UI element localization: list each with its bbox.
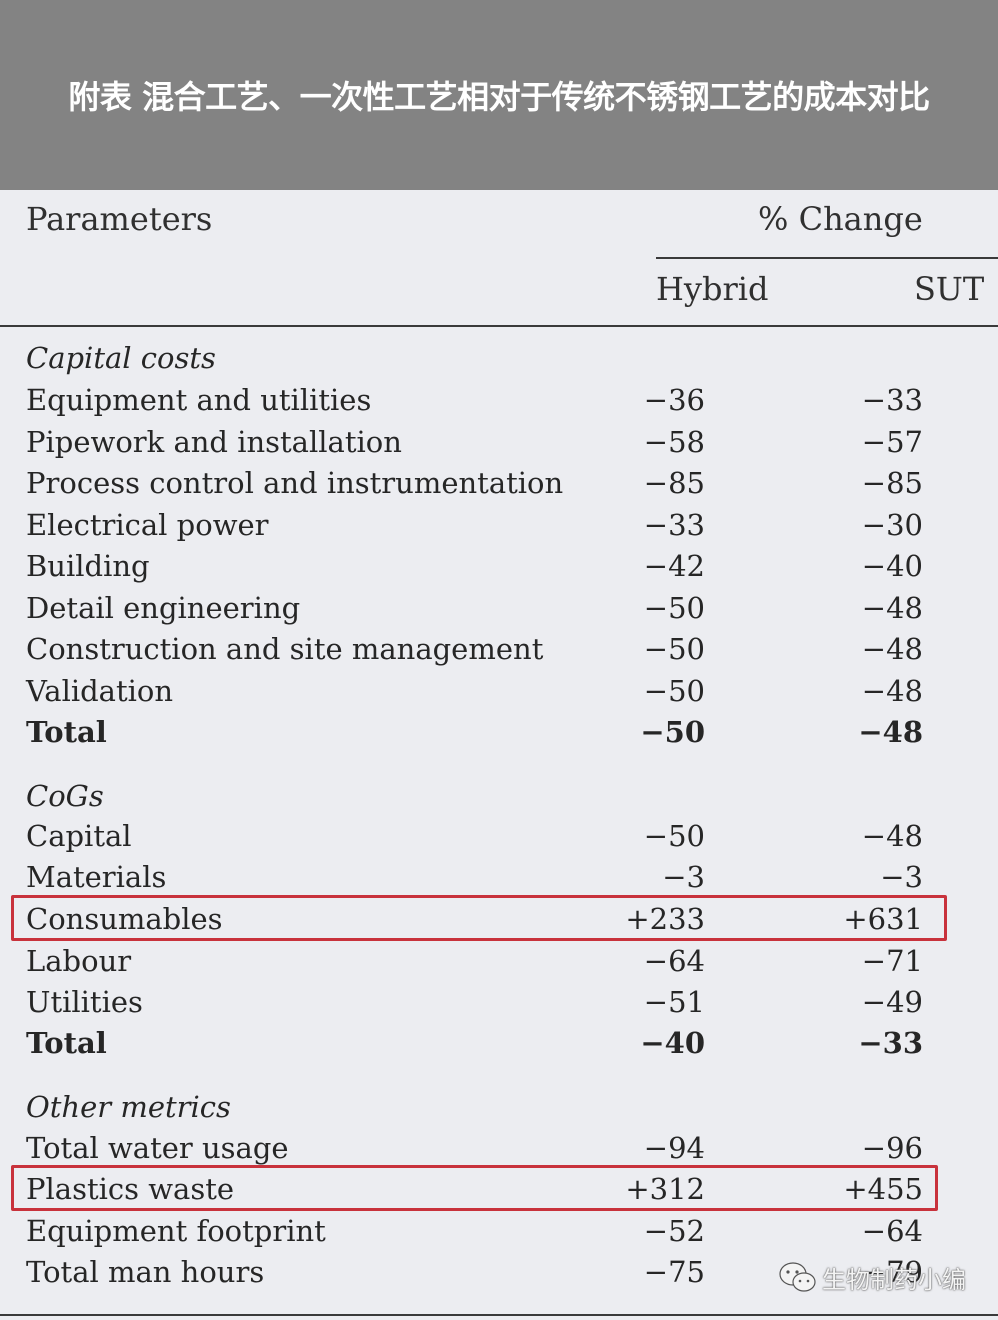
sut-value: −71 — [861, 944, 923, 978]
hybrid-value: −40 — [640, 1026, 705, 1060]
header-hybrid: Hybrid — [656, 270, 769, 308]
hybrid-value: −64 — [643, 944, 705, 978]
hybrid-value: −36 — [643, 383, 705, 417]
row-label: Equipment and utilities — [26, 383, 372, 417]
sut-value: −3 — [880, 860, 923, 894]
sut-value: −48 — [861, 819, 923, 853]
table-bottom-rule — [0, 1314, 998, 1316]
table-row: Validation −50 −48 — [0, 671, 998, 711]
watermark-text: 生物制药小编 — [822, 1266, 966, 1294]
title-banner: 附表 混合工艺、一次性工艺相对于传统不锈钢工艺的成本对比 — [0, 0, 998, 190]
sut-value: −48 — [858, 715, 923, 749]
table-row: Process control and instrumentation −85 −8… — [0, 463, 998, 503]
sut-value: −49 — [861, 985, 923, 1019]
section-heading: CoGs — [0, 776, 998, 816]
sut-value: −48 — [861, 591, 923, 625]
hybrid-value: −52 — [643, 1214, 705, 1248]
row-label: Building — [26, 549, 150, 583]
table-row: Total man hours −75 −79 — [0, 1252, 998, 1292]
hybrid-value: −75 — [643, 1255, 705, 1289]
hybrid-value: −3 — [662, 860, 705, 894]
table-row: Construction and site management −50 −48 — [0, 629, 998, 669]
row-label: Construction and site management — [26, 632, 544, 666]
sut-value: −48 — [861, 674, 923, 708]
row-label: Materials — [26, 860, 167, 894]
sut-value: +631 — [843, 902, 923, 936]
sut-value: −40 — [861, 549, 923, 583]
row-label: Other metrics — [26, 1090, 231, 1124]
row-label: Plastics waste — [26, 1172, 235, 1206]
row-label: CoGs — [26, 779, 104, 813]
highlight-box — [11, 895, 947, 941]
table-row: Equipment footprint −52 −64 — [0, 1211, 998, 1251]
table-row: Materials −3 −3 — [0, 857, 998, 897]
sut-value: −79 — [861, 1255, 923, 1289]
header-bottom-rule — [0, 325, 998, 327]
hybrid-value: −50 — [643, 674, 705, 708]
hybrid-value: +233 — [625, 902, 705, 936]
sut-value: −33 — [861, 383, 923, 417]
row-label: Detail engineering — [26, 591, 301, 625]
row-label: Utilities — [26, 985, 143, 1019]
header-percent-change: % Change — [758, 200, 923, 238]
row-label: Total — [26, 715, 107, 749]
table-row: Labour −64 −71 — [0, 941, 998, 981]
row-label: Total man hours — [26, 1255, 265, 1289]
sut-value: −48 — [861, 632, 923, 666]
sut-value: −33 — [858, 1026, 923, 1060]
row-label: Capital costs — [26, 341, 216, 375]
watermark: 生物制药小编 — [778, 1256, 988, 1296]
header-change-rule — [656, 257, 998, 259]
hybrid-value: −94 — [643, 1131, 705, 1165]
section-heading: Capital costs — [0, 338, 998, 378]
hybrid-value: −50 — [640, 715, 705, 749]
table-row: Consumables +233 +631 — [0, 895, 998, 941]
row-label: Equipment footprint — [26, 1214, 326, 1248]
table-row: Equipment and utilities −36 −33 — [0, 380, 998, 420]
table-row: Detail engineering −50 −48 — [0, 588, 998, 628]
table-row: Capital −50 −48 — [0, 816, 998, 856]
row-label: Total water usage — [26, 1131, 289, 1165]
row-label: Total — [26, 1026, 107, 1060]
table-row: Total water usage −94 −96 — [0, 1128, 998, 1168]
section-heading: Other metrics — [0, 1087, 998, 1127]
total-row: Total −40 −33 — [0, 1023, 998, 1063]
hybrid-value: +312 — [625, 1172, 705, 1206]
row-label: Consumables — [26, 902, 223, 936]
sut-value: −96 — [861, 1131, 923, 1165]
row-label: Labour — [26, 944, 132, 978]
cost-comparison-table: Parameters % Change Hybrid SUT Capital c… — [0, 190, 998, 1320]
table-row: Plastics waste +312 +455 — [0, 1165, 998, 1211]
hybrid-value: −50 — [643, 591, 705, 625]
hybrid-value: −58 — [643, 425, 705, 459]
total-row: Total −50 −48 — [0, 712, 998, 752]
row-label: Validation — [26, 674, 174, 708]
header-sut: SUT — [914, 270, 985, 308]
wechat-icon — [779, 1262, 816, 1292]
highlight-box — [11, 1165, 938, 1211]
hybrid-value: −85 — [643, 466, 705, 500]
hybrid-value: −50 — [643, 632, 705, 666]
row-label: Pipework and installation — [26, 425, 402, 459]
hybrid-value: −42 — [643, 549, 705, 583]
table-row: Pipework and installation −58 −57 — [0, 422, 998, 462]
sut-value: −30 — [861, 508, 923, 542]
table-row: Utilities −51 −49 — [0, 982, 998, 1022]
header-parameters: Parameters — [26, 200, 213, 238]
hybrid-value: −51 — [643, 985, 705, 1019]
sut-value: −57 — [861, 425, 923, 459]
sut-value: −85 — [861, 466, 923, 500]
page-title: 附表 混合工艺、一次性工艺相对于传统不锈钢工艺的成本对比 — [68, 78, 930, 116]
row-label: Capital — [26, 819, 132, 853]
row-label: Electrical power — [26, 508, 269, 542]
sut-value: +455 — [843, 1172, 923, 1206]
row-label: Process control and instrumentation — [26, 466, 564, 500]
hybrid-value: −33 — [643, 508, 705, 542]
table-row: Building −42 −40 — [0, 546, 998, 586]
sut-value: −64 — [861, 1214, 923, 1248]
hybrid-value: −50 — [643, 819, 705, 853]
table-row: Electrical power −33 −30 — [0, 505, 998, 545]
